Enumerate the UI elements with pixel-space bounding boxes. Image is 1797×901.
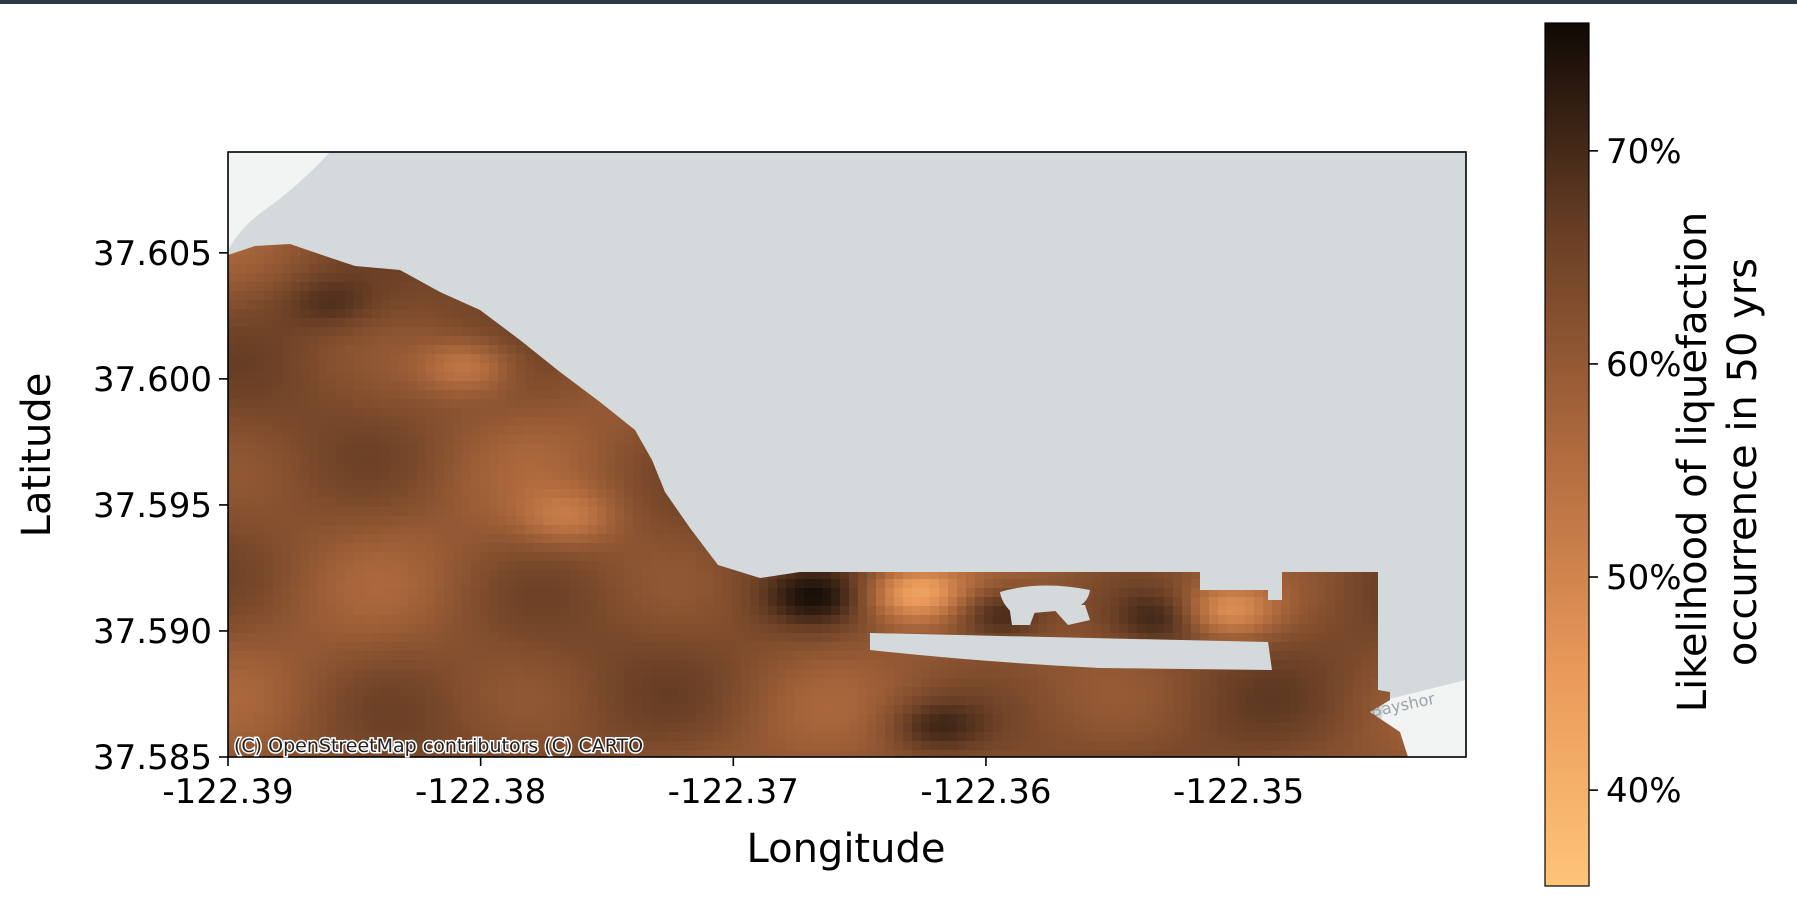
map-attribution: (C) OpenStreetMap contributors (C) CARTO — [234, 735, 643, 757]
y-axis: 37.585 37.590 37.595 37.600 37.605 — [93, 234, 228, 778]
map-area[interactable]: Bayshor — [228, 152, 1466, 760]
colorbar-label-line2: occurrence in 50 yrs — [1720, 258, 1766, 666]
land-basemap-northwest — [228, 152, 330, 250]
x-axis: -122.39 -122.38 -122.37 -122.36 -122.35 — [162, 757, 1304, 812]
y-tick-label: 37.590 — [93, 612, 212, 652]
y-tick-label: 37.585 — [93, 738, 212, 778]
colorbar-gradient — [1544, 22, 1590, 887]
y-axis-label: Latitude — [14, 373, 60, 538]
colorbar-tick: 60% — [1589, 345, 1682, 385]
y-tick: 37.595 — [93, 486, 228, 526]
y-tick: 37.605 — [93, 234, 228, 274]
x-tick: -122.35 — [1173, 757, 1304, 812]
x-tick: -122.38 — [415, 757, 546, 812]
x-tick-label: -122.36 — [920, 772, 1051, 812]
colorbar-tick-label: 70% — [1606, 132, 1682, 172]
y-tick: 37.590 — [93, 612, 228, 652]
y-tick: 37.600 — [93, 360, 228, 400]
y-tick-label: 37.605 — [93, 234, 212, 274]
colorbar-ticks: 40% 50% 60% 70% — [1589, 132, 1682, 811]
colorbar-tick-label: 60% — [1606, 345, 1682, 385]
colorbar: 40%50%60%70% Likelihood of liquefaction … — [1544, 22, 1766, 887]
x-tick-label: -122.38 — [415, 772, 546, 812]
colorbar-tick: 40% — [1589, 771, 1682, 811]
map-frame — [227, 151, 1467, 758]
y-tick: 37.585 — [93, 738, 228, 778]
x-tick: -122.39 — [162, 757, 294, 812]
y-tick-label: 37.595 — [93, 486, 212, 526]
colorbar-tick-label: 40% — [1606, 771, 1682, 811]
x-axis-label: Longitude — [747, 826, 946, 872]
window-top-bar — [0, 0, 1797, 4]
water-cutouts — [870, 572, 1282, 670]
x-tick: -122.37 — [668, 757, 799, 812]
y-tick-label: 37.600 — [93, 360, 212, 400]
x-tick-label: -122.37 — [668, 772, 799, 812]
colorbar-tick: 70% — [1589, 132, 1682, 172]
x-tick-label: -122.35 — [1173, 772, 1304, 812]
x-tick: -122.36 — [920, 757, 1052, 812]
colorbar-label-line1: Likelihood of liquefaction — [1670, 212, 1716, 712]
colorbar-tick-label: 50% — [1606, 558, 1682, 598]
colorbar-tick: 50% — [1589, 558, 1682, 598]
x-tick-label: -122.39 — [162, 772, 293, 812]
